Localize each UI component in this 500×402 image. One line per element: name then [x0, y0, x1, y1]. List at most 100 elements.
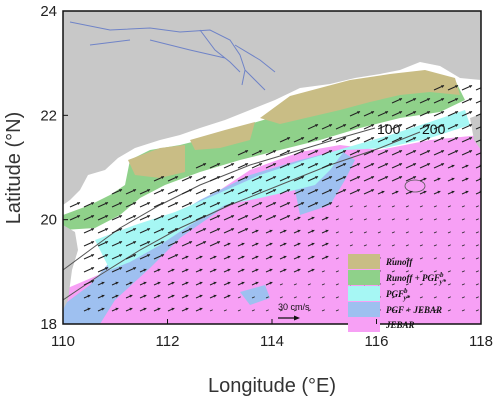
current-vector-head — [287, 202, 291, 205]
current-vector — [475, 152, 481, 156]
current-vector-head — [105, 267, 109, 270]
current-vector-head — [91, 202, 95, 205]
current-vector — [321, 283, 325, 286]
current-vector-head — [297, 242, 301, 246]
current-vector — [419, 231, 423, 234]
current-vector-head — [227, 281, 231, 285]
current-vector-head — [119, 241, 123, 244]
current-vector-head — [241, 255, 245, 259]
legend-swatch-jebar — [348, 318, 380, 332]
current-vector-head — [287, 150, 291, 153]
current-vector-head — [329, 163, 333, 166]
current-vector — [237, 309, 241, 312]
current-vector-head — [105, 202, 109, 205]
current-vector-head — [451, 190, 455, 194]
current-vector-head — [227, 294, 231, 298]
current-vector-head — [283, 255, 287, 259]
current-vector-head — [269, 281, 273, 285]
current-vector — [321, 296, 325, 299]
current-vector-head — [297, 229, 301, 233]
current-vector-head — [315, 150, 319, 153]
x-tick-label: 110 — [51, 333, 75, 350]
current-vector-head — [325, 216, 329, 220]
current-vector — [377, 205, 381, 208]
current-vector-head — [245, 215, 249, 218]
current-vector-head — [245, 202, 249, 205]
current-vector-head — [315, 137, 319, 140]
scale-vector-label: 30 cm/s — [278, 302, 310, 312]
current-vector-head — [259, 215, 263, 218]
current-vector-head — [157, 268, 161, 272]
current-vector — [447, 309, 451, 312]
current-vector-head — [119, 267, 123, 270]
current-vector — [461, 244, 465, 247]
current-vector-head — [269, 229, 273, 233]
current-vector — [433, 231, 437, 234]
current-vector-head — [147, 254, 151, 257]
current-vector — [335, 218, 339, 221]
current-vector-head — [255, 281, 259, 285]
current-vector — [461, 270, 465, 273]
current-vector — [461, 231, 465, 234]
legend-label-runoff: Runoff — [385, 257, 413, 267]
current-vector-head — [161, 189, 165, 192]
current-vector — [419, 283, 423, 286]
current-vector-head — [143, 268, 147, 272]
current-vector — [419, 205, 423, 208]
current-vector — [279, 309, 283, 312]
current-vector-head — [273, 215, 277, 218]
current-vector-head — [199, 281, 203, 285]
current-vector-head — [119, 254, 123, 257]
current-vector-head — [133, 267, 137, 270]
current-vector-head — [175, 228, 179, 231]
current-vector-head — [455, 150, 459, 153]
current-vector — [447, 283, 451, 286]
current-vector-head — [329, 202, 333, 205]
current-vector-head — [465, 190, 469, 194]
current-vector-head — [311, 242, 315, 246]
current-vector-head — [269, 242, 273, 246]
current-vector-head — [381, 190, 385, 194]
current-vector-head — [259, 202, 263, 205]
current-vector-head — [357, 150, 361, 153]
current-vector — [293, 309, 297, 312]
current-vector-head — [213, 281, 217, 285]
current-vector-head — [329, 150, 333, 153]
legend-label-jebar: JEBAR — [385, 320, 415, 330]
current-vector-head — [283, 242, 287, 246]
current-vector-head — [455, 124, 459, 127]
current-vector-head — [385, 111, 389, 114]
current-vector — [475, 100, 481, 104]
current-vector — [475, 205, 479, 208]
current-vector-head — [343, 176, 347, 179]
current-vector — [265, 296, 269, 299]
current-vector-head — [357, 111, 361, 114]
current-vector-head — [189, 176, 193, 179]
current-vector-head — [297, 255, 301, 259]
current-vector-head — [185, 268, 189, 272]
current-vector — [279, 296, 283, 299]
current-vector-head — [161, 215, 165, 218]
current-vector — [447, 231, 451, 234]
current-vector — [475, 296, 479, 299]
current-vector-head — [203, 202, 207, 205]
current-vector — [433, 309, 437, 312]
current-vector-head — [87, 294, 91, 298]
current-vector — [335, 270, 339, 273]
legend-label-pgf-jebar: PGF + JEBAR — [386, 305, 442, 315]
current-vector-head — [423, 177, 427, 181]
current-vector — [209, 309, 213, 312]
current-vector — [433, 205, 437, 208]
current-vector — [405, 244, 409, 247]
current-vector-head — [217, 202, 221, 205]
current-vector-head — [171, 294, 175, 298]
current-vector-head — [105, 215, 109, 218]
current-vector-head — [371, 176, 375, 179]
current-vector — [419, 296, 423, 299]
current-vector-head — [315, 176, 319, 179]
current-vector-head — [455, 98, 459, 101]
current-vector-head — [245, 163, 249, 166]
current-vector-head — [101, 307, 105, 311]
current-vector-head — [175, 176, 179, 179]
current-vector-head — [329, 189, 333, 192]
